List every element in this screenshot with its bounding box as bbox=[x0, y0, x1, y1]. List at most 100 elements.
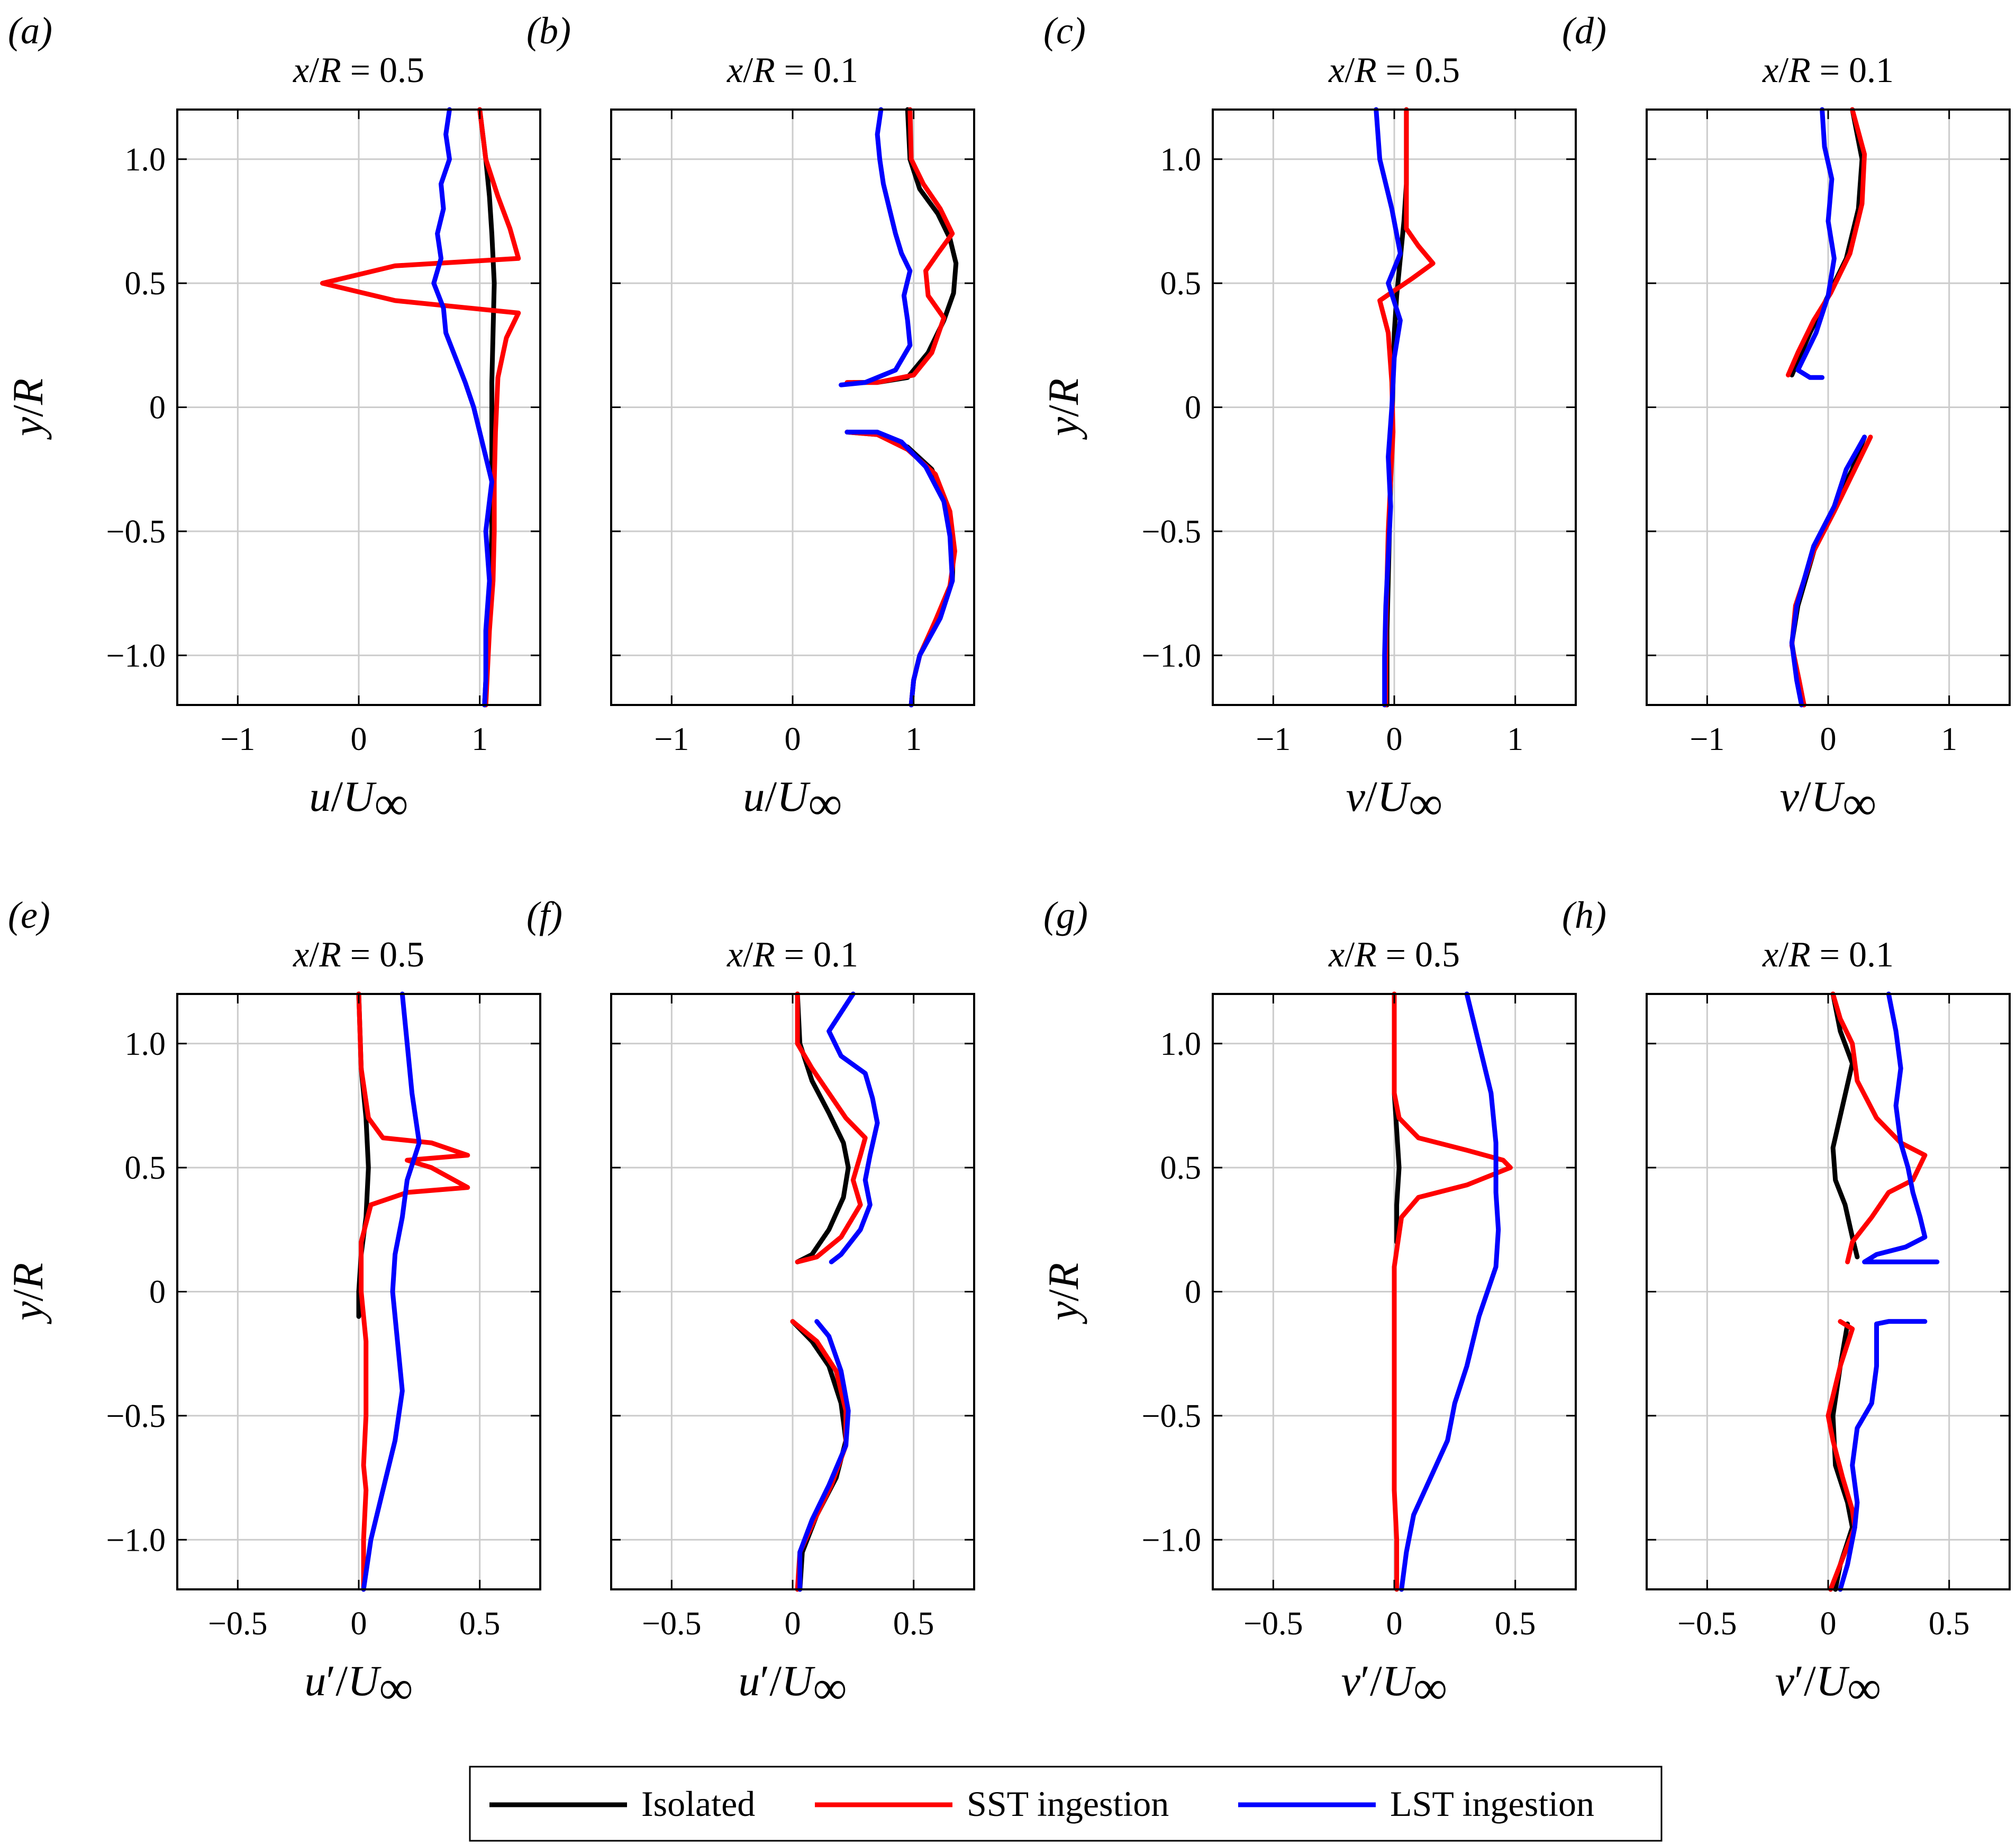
x-axis-label: v′/U∞ bbox=[1341, 1657, 1448, 1714]
panel-title: x/R = 0.5 bbox=[293, 50, 424, 90]
y-tick-label: 0 bbox=[1185, 1274, 1201, 1310]
panel-title: x/R = 0.1 bbox=[727, 934, 858, 974]
series-line-lst-ingestion bbox=[1789, 435, 1867, 708]
panel-c: −1 0 1 −1.0 −0.5 0 0.5 1.0 (c) x/R = 0.5 v/U∞ y/R bbox=[1039, 10, 1577, 830]
x-tick-label: 0.5 bbox=[1929, 1606, 1970, 1642]
x-tick-label: 0 bbox=[1820, 1606, 1837, 1642]
series-group bbox=[1392, 991, 1513, 1592]
series-group bbox=[1826, 991, 1940, 1592]
series-line-isolated bbox=[844, 429, 956, 708]
panel-h: −0.5 0 0.5 (h) x/R = 0.1 v′/U∞ bbox=[1562, 894, 2011, 1714]
series-line-lst-ingestion bbox=[827, 991, 880, 1264]
series-group bbox=[1374, 107, 1436, 708]
y-tick-label: 0.5 bbox=[125, 266, 166, 302]
legend-frame bbox=[469, 1766, 1663, 1842]
panel-title: x/R = 0.5 bbox=[293, 934, 424, 974]
x-tick-label: 1 bbox=[1941, 721, 1957, 757]
panel-a: −1 0 1 −1.0 −0.5 0 0.5 1.0 (a) x/R = 0.5 u/U∞ y/R bbox=[4, 10, 541, 830]
series-line-lst-ingestion bbox=[1838, 1319, 1928, 1592]
x-tick-label: 0.5 bbox=[1495, 1606, 1536, 1642]
y-tick-label: −1.0 bbox=[1142, 638, 1201, 674]
series-line-lst-ingestion bbox=[361, 991, 422, 1592]
series-line-lst-ingestion bbox=[1399, 991, 1501, 1592]
y-tick-label: −1.0 bbox=[1142, 1522, 1201, 1558]
panel-letter: (d) bbox=[1562, 10, 1606, 52]
panel-d: −1 0 1 (d) x/R = 0.1 v/U∞ bbox=[1562, 10, 2011, 830]
series-line-sst-ingestion bbox=[320, 107, 521, 708]
x-tick-label: −1 bbox=[1256, 721, 1291, 757]
panel-letter: (c) bbox=[1043, 10, 1086, 52]
panel-letter: (e) bbox=[8, 894, 50, 936]
series-line-lst-ingestion bbox=[839, 107, 913, 387]
series-line-lst-ingestion bbox=[844, 429, 955, 708]
series-line-sst-ingestion bbox=[844, 107, 955, 385]
y-tick-label: 0 bbox=[149, 390, 166, 426]
x-tick-label: 0 bbox=[1386, 721, 1403, 757]
panel-g: −0.5 0 0.5 −1.0 −0.5 0 0.5 1.0 (g) x/R = 0.5 v′/U∞… bbox=[1039, 894, 1577, 1714]
x-tick-label: −0.5 bbox=[1677, 1606, 1737, 1642]
x-tick-label: 0 bbox=[351, 1606, 367, 1642]
y-axis-label: y/R bbox=[4, 1263, 52, 1324]
y-tick-label: 1.0 bbox=[1160, 142, 1202, 178]
x-tick-label: 1 bbox=[1507, 721, 1523, 757]
panel-f: −0.5 0 0.5 (f) x/R = 0.1 u′/U∞ bbox=[526, 894, 975, 1714]
x-axis-label: v/U∞ bbox=[1780, 772, 1877, 830]
series-group bbox=[790, 991, 880, 1592]
x-tick-label: −1 bbox=[220, 721, 255, 757]
series-line-isolated bbox=[1392, 1091, 1402, 1245]
series-group bbox=[320, 107, 521, 708]
y-axis-label: y/R bbox=[4, 378, 52, 440]
y-tick-label: 0 bbox=[149, 1274, 166, 1310]
panel-e: −0.5 0 0.5 −1.0 −0.5 0 0.5 1.0 (e) x/R = 0.5 u′/U∞… bbox=[4, 894, 541, 1714]
x-tick-label: −1 bbox=[654, 721, 689, 757]
panel-letter: (g) bbox=[1043, 894, 1088, 936]
x-tick-label: 0 bbox=[785, 1606, 801, 1642]
panel-letter: (b) bbox=[526, 10, 571, 52]
series-line-sst-ingestion bbox=[1392, 991, 1513, 1592]
x-tick-label: 0.5 bbox=[893, 1606, 934, 1642]
x-axis-label: v/U∞ bbox=[1346, 772, 1443, 830]
series-line-sst-ingestion bbox=[1789, 435, 1873, 708]
legend-label-sst: SST ingestion bbox=[967, 1784, 1169, 1824]
series-line-sst-ingestion bbox=[1826, 1319, 1857, 1592]
y-tick-label: 0.5 bbox=[1160, 1150, 1202, 1186]
y-tick-label: −0.5 bbox=[1142, 1398, 1201, 1434]
x-tick-label: −0.5 bbox=[1243, 1606, 1303, 1642]
x-axis-label: u/U∞ bbox=[743, 772, 842, 830]
y-tick-label: −1.0 bbox=[106, 1522, 166, 1558]
y-axis-label: y/R bbox=[1039, 1263, 1087, 1324]
y-tick-label: 0.5 bbox=[1160, 266, 1202, 302]
series-group bbox=[356, 991, 470, 1592]
series-line-lst-ingestion bbox=[431, 107, 494, 708]
series-line-sst-ingestion bbox=[844, 429, 957, 708]
x-tick-label: 0 bbox=[1386, 1606, 1403, 1642]
x-axis-label: v′/U∞ bbox=[1775, 1657, 1882, 1714]
panel-title: x/R = 0.5 bbox=[1328, 50, 1460, 90]
series-line-lst-ingestion bbox=[1862, 991, 1940, 1264]
panel-title: x/R = 0.1 bbox=[727, 50, 858, 90]
panel-b: −1 0 1 (b) x/R = 0.1 u/U∞ bbox=[526, 10, 975, 830]
panels: −1 0 1−1.0−0.500.51.0(a)x/R = 0.5u/U∞y/R−1… bbox=[4, 10, 2011, 1714]
series-line-lst-ingestion bbox=[1374, 107, 1403, 708]
panel-title: x/R = 0.1 bbox=[1762, 50, 1894, 90]
series-line-isolated bbox=[1830, 991, 1860, 1260]
series-line-sst-ingestion bbox=[1830, 991, 1928, 1264]
y-tick-label: 0 bbox=[1185, 390, 1201, 426]
y-tick-label: −0.5 bbox=[1142, 514, 1201, 550]
panel-letter: (a) bbox=[8, 10, 52, 52]
legend: Isolated SST ingestion LST ingestion bbox=[469, 1766, 1663, 1842]
series-line-lst-ingestion bbox=[797, 1319, 851, 1592]
y-axis-label: y/R bbox=[1039, 378, 1087, 440]
y-tick-label: 0.5 bbox=[125, 1150, 166, 1186]
x-tick-label: 0 bbox=[785, 721, 801, 757]
x-axis-label: u/U∞ bbox=[309, 772, 408, 830]
series-line-isolated bbox=[795, 991, 851, 1264]
y-tick-label: 1.0 bbox=[125, 1026, 166, 1062]
series-group bbox=[1786, 107, 1873, 708]
y-tick-label: −0.5 bbox=[106, 1398, 166, 1434]
series-line-lst-ingestion bbox=[1795, 107, 1837, 380]
x-tick-label: −1 bbox=[1690, 721, 1724, 757]
legend-label-lst: LST ingestion bbox=[1390, 1784, 1594, 1824]
series-group bbox=[839, 107, 959, 708]
